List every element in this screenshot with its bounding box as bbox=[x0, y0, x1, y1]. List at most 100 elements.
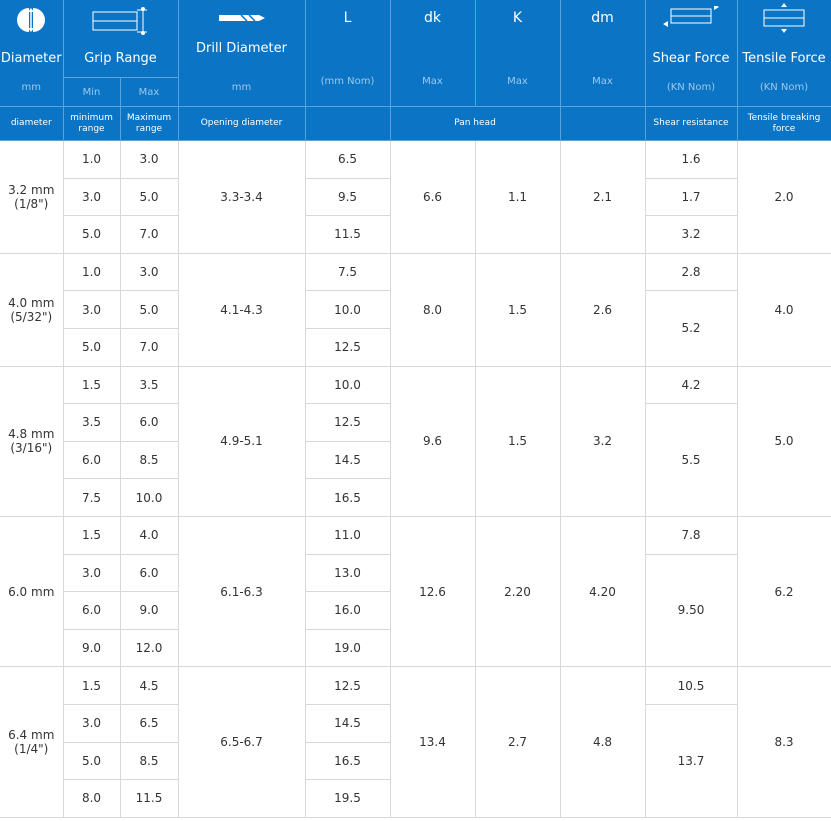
length-cell: 7.5 bbox=[304, 252, 391, 292]
drill-bit-icon bbox=[179, 12, 305, 24]
drill-diameter-cell: 6.1-6.3 bbox=[177, 515, 306, 668]
table-row: 3.0 5.0 9.5 1.7 bbox=[0, 177, 831, 217]
dk-cell: 12.6 bbox=[389, 515, 476, 668]
dk-cell: 9.6 bbox=[389, 365, 476, 517]
drill-diameter-cell: 6.5-6.7 bbox=[177, 666, 306, 818]
grip-max-cell: 3.5 bbox=[119, 365, 179, 405]
length-cell: 16.5 bbox=[304, 741, 391, 781]
length-cell: 10.0 bbox=[304, 290, 391, 329]
diameter-inch: (1/4") bbox=[14, 742, 49, 756]
length-cell: 14.5 bbox=[304, 703, 391, 743]
grip-min-cell: 1.5 bbox=[62, 666, 121, 705]
length-cell: 12.5 bbox=[304, 403, 391, 442]
dm-cell: 2.6 bbox=[559, 252, 646, 367]
drill-diameter-cell: 3.3-3.4 bbox=[177, 140, 306, 254]
dm-cell: 4.8 bbox=[559, 666, 646, 818]
shear-cell: 1.6 bbox=[644, 140, 738, 179]
diameter-cell: 4.8 mm (3/16") bbox=[0, 365, 64, 517]
length-cell: 11.5 bbox=[304, 215, 391, 254]
table-row: 5.0 7.0 11.5 3.2 bbox=[0, 215, 831, 254]
length-cell: 16.5 bbox=[304, 478, 391, 517]
grip-min-cell: 8.0 bbox=[63, 779, 121, 818]
diameter-cell: 6.0 mm bbox=[0, 515, 64, 668]
diameter-cell: 4.0 mm (5/32") bbox=[0, 252, 64, 367]
length-cell: 13.0 bbox=[304, 553, 391, 593]
length-cell: 14.5 bbox=[304, 440, 391, 480]
tensile-cell: 4.0 bbox=[736, 252, 831, 367]
grip-min-cell: 1.0 bbox=[62, 140, 121, 179]
desc-drill: Opening diameter bbox=[177, 106, 306, 141]
grip-min-cell: 5.0 bbox=[63, 215, 121, 254]
table-row: 9.0 12.0 19.0 bbox=[0, 628, 831, 668]
length-cell: 11.0 bbox=[304, 515, 391, 555]
grip-min-cell: 1.5 bbox=[62, 365, 121, 405]
tensile-cell: 8.3 bbox=[736, 666, 831, 818]
grip-min-cell: 1.0 bbox=[62, 252, 121, 292]
grip-max-cell: 9.0 bbox=[119, 591, 179, 630]
grip-max-cell: 7.0 bbox=[119, 215, 179, 254]
grip-min-cell: 3.0 bbox=[63, 290, 121, 329]
diameter-cell: 3.2 mm (1/8") bbox=[0, 140, 64, 254]
length-cell: 9.5 bbox=[304, 177, 391, 217]
table-row: 6.0 mm 1.5 4.0 6.1-6.3 11.0 12.6 2.20 4.20 7.8 6.… bbox=[0, 515, 831, 668]
dm-cell: 3.2 bbox=[559, 365, 646, 517]
grip-range-icon bbox=[64, 6, 178, 36]
length-cell: 12.5 bbox=[304, 327, 391, 367]
grip-max-cell: 3.0 bbox=[119, 140, 179, 179]
desc-diameter: diameter bbox=[0, 106, 64, 141]
tensile-cell: 5.0 bbox=[736, 365, 831, 517]
header-dk: dk Max bbox=[389, 0, 476, 107]
grip-min-cell: 3.5 bbox=[63, 403, 121, 442]
table-row: 4.0 mm (5/32") 1.0 3.0 4.1-4.3 7.5 8.0 1.5 2.6 2.… bbox=[0, 252, 831, 367]
diameter-mm: 4.8 mm bbox=[8, 427, 55, 442]
shear-cell: 9.50 bbox=[644, 553, 738, 668]
grip-max-cell: 8.5 bbox=[119, 741, 179, 781]
header-grip-min: Min bbox=[63, 77, 121, 107]
table-row: 6.0 9.0 16.0 bbox=[0, 591, 831, 630]
grip-min-cell: 5.0 bbox=[63, 327, 121, 367]
grip-min-cell: 7.5 bbox=[63, 478, 121, 517]
header-grip-range: Grip Range bbox=[62, 0, 179, 78]
grip-max-cell: 6.5 bbox=[119, 703, 179, 743]
length-cell: 16.0 bbox=[304, 591, 391, 630]
table-row: 6.4 mm (1/4") 1.5 4.5 6.5-6.7 12.5 13.4 2.7 4.8 1… bbox=[0, 666, 831, 818]
table-row: 6.0 8.5 14.5 bbox=[0, 440, 831, 480]
rivet-diameter-icon bbox=[0, 6, 63, 34]
table-row: 3.0 6.5 14.5 13.7 bbox=[0, 703, 831, 818]
table-row: 8.0 11.5 19.5 bbox=[0, 779, 831, 818]
table-row: 7.5 10.0 16.5 bbox=[0, 478, 831, 517]
shear-cell: 5.2 bbox=[644, 290, 738, 367]
desc-max: Maximum range bbox=[119, 106, 179, 141]
shear-cell: 1.7 bbox=[644, 177, 738, 217]
desc-tensile: Tensile breaking force bbox=[736, 106, 831, 141]
grip-max-cell: 4.0 bbox=[119, 515, 179, 555]
table-row: 4.8 mm (3/16") 1.5 3.5 4.9-5.1 10.0 9.6 1.5 3.2 4… bbox=[0, 365, 831, 517]
tensile-cell: 2.0 bbox=[736, 140, 831, 254]
shear-force-icon bbox=[646, 6, 737, 28]
desc-shear: Shear resistance bbox=[644, 106, 738, 141]
header-tensile-force: Tensile Force (KN Nom) bbox=[736, 0, 831, 107]
grip-min-cell: 5.0 bbox=[63, 741, 121, 781]
header-dm: dm Max bbox=[559, 0, 646, 107]
grip-min-cell: 3.0 bbox=[63, 703, 121, 743]
length-cell: 19.5 bbox=[304, 779, 391, 818]
desc-length bbox=[304, 106, 391, 141]
grip-max-cell: 10.0 bbox=[119, 478, 179, 517]
diameter-mm: 6.0 mm bbox=[8, 584, 55, 599]
header-drill-diameter: Drill Diameter mm bbox=[177, 0, 306, 107]
header-grip-max: Max bbox=[119, 77, 179, 107]
drill-diameter-cell: 4.9-5.1 bbox=[177, 365, 306, 517]
dk-cell: 6.6 bbox=[389, 140, 476, 254]
dk-cell: 13.4 bbox=[389, 666, 476, 818]
diameter-inch: (5/32") bbox=[10, 309, 53, 324]
diameter-inch: (1/8") bbox=[14, 196, 49, 211]
grip-max-cell: 7.0 bbox=[119, 327, 179, 367]
grip-max-cell: 8.5 bbox=[119, 440, 179, 480]
desc-min: minimum range bbox=[62, 106, 121, 141]
dm-cell: 4.20 bbox=[559, 515, 646, 668]
diameter-mm: 3.2 mm bbox=[8, 182, 55, 197]
header-length: L (mm Nom) bbox=[304, 0, 391, 107]
shear-cell: 3.2 bbox=[644, 215, 738, 254]
tensile-force-icon bbox=[738, 2, 831, 34]
